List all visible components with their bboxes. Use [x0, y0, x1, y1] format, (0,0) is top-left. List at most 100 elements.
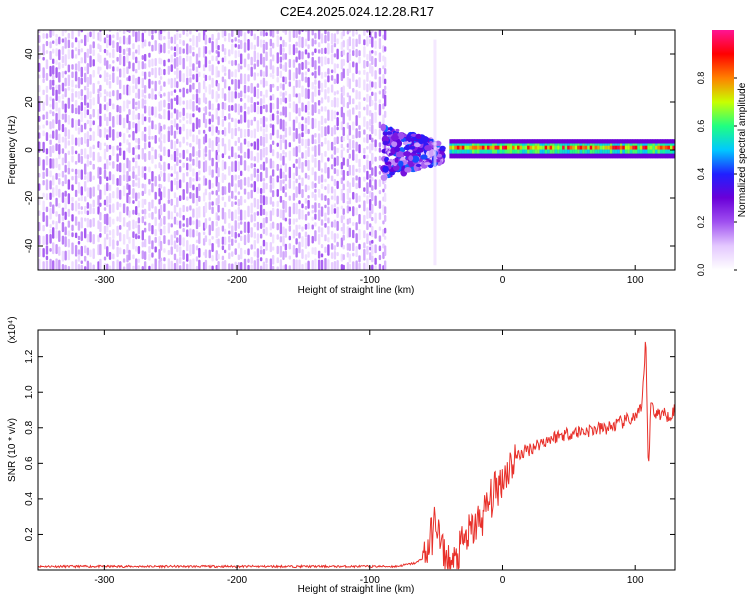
heatmap-cell: [38, 156, 41, 167]
heatmap-cell: [363, 214, 366, 225]
heatmap-cell: [198, 177, 201, 182]
heatmap-cell: [148, 253, 151, 261]
heatmap-cell: [288, 111, 292, 122]
heatmap-cell: [217, 238, 220, 248]
heatmap-cell: [154, 229, 157, 237]
heatmap-cell: [348, 164, 352, 176]
heatmap-cell: [330, 243, 334, 250]
heatmap-band-core: [637, 145, 641, 150]
heatmap-cell: [311, 51, 314, 56]
heatmap-cell: [253, 251, 257, 257]
heatmap-cell: [148, 201, 151, 212]
heatmap-cell: [135, 245, 138, 252]
heatmap-cell: [86, 63, 90, 75]
heatmap-cell: [292, 244, 296, 255]
heatmap-cell: [276, 200, 279, 208]
heatmap-cell: [317, 120, 321, 132]
heatmap-cell: [292, 59, 296, 68]
heatmap-cell: [342, 192, 345, 204]
heatmap-cell: [198, 170, 201, 176]
heatmap-cell: [320, 33, 324, 44]
heatmap-cell: [348, 243, 352, 252]
colorbar-tick-label: 0.6: [696, 120, 706, 133]
heatmap-cell: [348, 109, 352, 121]
heatmap-cell: [340, 50, 344, 58]
heatmap-cell: [239, 179, 243, 190]
heatmap-cell: [333, 91, 337, 96]
heatmap-band-core: [604, 145, 608, 150]
heatmap-cell: [243, 258, 247, 270]
heatmap-cell: [317, 89, 321, 96]
heatmap-cell: [83, 266, 87, 270]
heatmap-cell: [176, 171, 179, 181]
heatmap-cell: [324, 234, 327, 242]
heatmap-cell: [74, 189, 78, 198]
heatmap-cell: [234, 118, 237, 128]
heatmap-cell: [170, 139, 173, 150]
heatmap-cell: [237, 126, 241, 132]
heatmap-cell: [192, 177, 195, 182]
heatmap-cell: [71, 145, 74, 155]
heatmap-cell: [74, 47, 78, 52]
heatmap-cell: [141, 266, 144, 270]
heatmap-cell: [288, 58, 292, 68]
heatmap-cell: [342, 85, 345, 96]
heatmap-cell: [223, 174, 227, 181]
heatmap-cell: [170, 46, 173, 51]
heatmap-cell: [231, 117, 234, 123]
heatmap-cell: [170, 211, 173, 220]
heatmap-cell: [382, 140, 389, 146]
heatmap-cell: [346, 243, 350, 251]
heatmap-cell: [363, 137, 366, 143]
heatmap-cell: [221, 260, 225, 270]
heatmap-cell: [340, 136, 344, 143]
heatmap-cell: [112, 218, 115, 225]
heatmap-cell: [189, 244, 192, 256]
heatmap-band-core: [471, 145, 475, 150]
heatmap-cell: [314, 48, 317, 54]
heatmap-cell: [211, 182, 214, 189]
heatmap-cell: [288, 126, 292, 136]
heatmap-cell: [67, 161, 71, 168]
heatmap-band-core: [614, 145, 618, 150]
heatmap-cell: [122, 117, 126, 129]
heatmap-cell: [327, 57, 330, 65]
heatmap-cell: [112, 191, 115, 199]
heatmap-cell: [154, 30, 157, 34]
heatmap-cell: [333, 53, 337, 58]
heatmap-cell: [324, 137, 327, 145]
heatmap-band-core: [599, 145, 603, 150]
heatmap-cell: [89, 171, 92, 182]
heatmap-cell: [234, 91, 237, 99]
heatmap-cell: [223, 37, 227, 42]
heatmap-cell: [148, 71, 151, 78]
heatmap-cell: [143, 198, 147, 205]
heatmap-band-core: [577, 145, 581, 150]
heatmap-cell: [108, 64, 112, 69]
heatmap-cell: [126, 114, 129, 124]
heatmap-cell: [342, 208, 345, 215]
heatmap-cell: [215, 66, 218, 78]
heatmap-cell: [410, 133, 417, 137]
heatmap-cell: [265, 216, 268, 224]
heatmap-cell: [97, 261, 100, 270]
heatmap-cell: [369, 63, 372, 74]
heatmap-cell: [298, 259, 301, 270]
heatmap-cell: [262, 147, 266, 158]
heatmap-band-core: [544, 145, 548, 150]
heatmap-cell: [301, 132, 304, 138]
heatmap-cell: [137, 224, 141, 235]
heatmap-cell: [182, 107, 185, 117]
heatmap-cell: [132, 147, 135, 156]
heatmap-cell: [279, 195, 283, 203]
heatmap-cell: [89, 127, 92, 132]
heatmap-cell: [298, 35, 301, 48]
heatmap-cell: [348, 206, 352, 212]
heatmap-cell: [239, 261, 243, 270]
heatmap-cell: [221, 43, 225, 52]
heatmap-cell: [61, 157, 65, 166]
heatmap-cell: [256, 59, 260, 67]
heatmap-cell: [128, 120, 131, 130]
heatmap-cell: [151, 224, 154, 235]
heatmap-cell: [119, 142, 122, 147]
